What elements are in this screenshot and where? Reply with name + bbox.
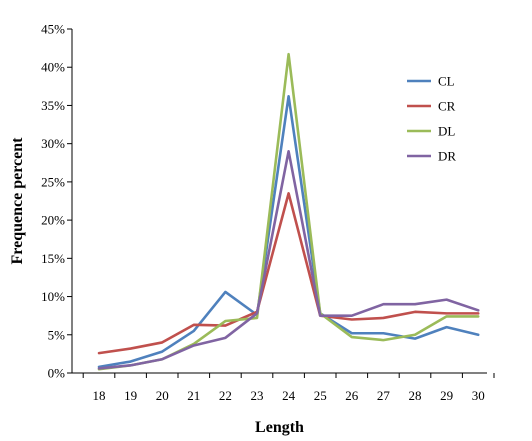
x-tick-label: 28: [409, 388, 422, 403]
x-tick-label: 19: [124, 388, 137, 403]
y-tick-label: 0%: [48, 366, 66, 381]
x-tick-label: 29: [440, 388, 453, 403]
x-ticks: 18 19 20 21 22 23 24 25 26 27 28 29 30: [82, 373, 495, 403]
x-tick-label: 24: [282, 388, 296, 403]
x-tick-label: 23: [251, 388, 264, 403]
y-tick-label: 40%: [41, 60, 65, 75]
x-tick-label: 30: [472, 388, 485, 403]
series-lines: [97, 52, 480, 371]
x-tick-label: 27: [377, 388, 391, 403]
legend: CL CR DL DR: [407, 74, 456, 164]
y-axis-title: Frequence percent: [9, 137, 26, 265]
x-tick-label: 21: [187, 388, 200, 403]
series-line-dr: [97, 150, 480, 370]
y-tick-label: 45%: [41, 22, 65, 37]
y-tick-label: 20%: [41, 213, 65, 228]
y-tick-label: 35%: [41, 98, 65, 113]
y-tick-label: 10%: [41, 289, 65, 304]
y-ticks: 0% 5% 10% 15% 20% 25% 30% 35% 40% 45%: [41, 22, 72, 381]
x-axis-title: Length: [255, 419, 304, 436]
x-tick-label: 22: [219, 388, 232, 403]
legend-label: DR: [438, 149, 456, 164]
legend-label: CL: [438, 74, 455, 89]
y-tick-label: 30%: [41, 136, 65, 151]
y-tick-label: 5%: [48, 327, 66, 342]
x-tick-label: 20: [156, 388, 169, 403]
x-tick-label: 26: [345, 388, 359, 403]
y-tick-label: 25%: [41, 174, 65, 189]
x-tick-label: 18: [93, 388, 106, 403]
legend-label: CR: [438, 99, 456, 114]
y-tick-label: 15%: [41, 251, 65, 266]
series-line-cr: [97, 192, 480, 355]
legend-label: DL: [438, 124, 455, 139]
series-line-cl: [97, 94, 480, 369]
x-tick-label: 25: [314, 388, 327, 403]
